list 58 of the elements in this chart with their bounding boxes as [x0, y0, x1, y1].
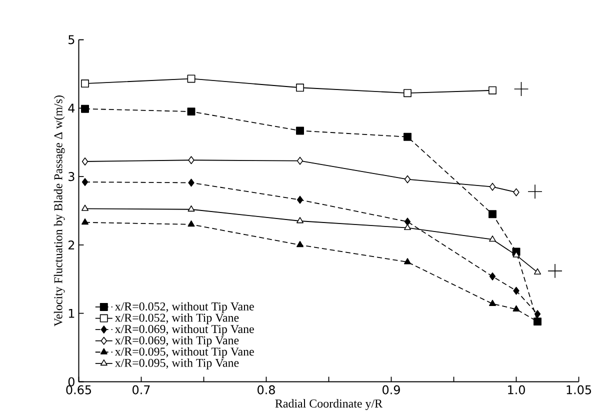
point [404, 132, 412, 141]
x-tick-label: 1.0 [508, 385, 525, 394]
point [528, 184, 542, 199]
point [489, 235, 496, 242]
point [513, 188, 520, 196]
y-tick-label: 3 [68, 172, 74, 182]
legend-label: x/R=0.095, without Tip Vane [114, 347, 254, 358]
point [82, 158, 88, 166]
y-tick-label: 0 [68, 377, 74, 386]
point [534, 310, 541, 318]
point [296, 196, 304, 204]
y-tick-label: 1 [68, 308, 74, 318]
point [296, 217, 304, 224]
point [488, 86, 496, 94]
legend-label: x/R=0.052, without Tip Vane [114, 302, 254, 313]
point [489, 182, 496, 191]
point [404, 224, 412, 230]
point [488, 210, 496, 218]
x-axis-title: Radial Coordinate y/R [275, 399, 383, 410]
point [534, 268, 542, 274]
point [81, 80, 89, 88]
point [513, 286, 520, 295]
point [82, 178, 88, 186]
point [514, 82, 529, 96]
point [296, 156, 304, 165]
point [187, 108, 196, 116]
y-tick-label: 5 [68, 35, 74, 44]
legend-label: x/R=0.069, without Tip Vane [114, 324, 254, 336]
point [548, 264, 562, 278]
legend-label: x/R=0.069, with Tip Vane [114, 336, 239, 347]
point [489, 300, 496, 306]
point [296, 84, 304, 92]
point [188, 178, 194, 187]
legend-label: x/R=0.095, with Tip Vane [114, 358, 239, 370]
x-tick-label: 1.05 [566, 385, 592, 394]
point [512, 305, 520, 312]
point [404, 218, 411, 226]
point [82, 204, 89, 211]
y-axis-title: Velocity Fluctuation by Blade Passage Δ w(m/s) [54, 96, 65, 326]
point [188, 205, 195, 212]
point [188, 220, 195, 227]
point [296, 240, 304, 248]
x-tick-label: 0.65 [66, 385, 92, 394]
point [187, 74, 196, 83]
y-tick-label: 4 [68, 104, 75, 113]
point [81, 104, 89, 113]
point [82, 218, 89, 225]
point [188, 156, 194, 164]
y-tick-label: 2 [68, 240, 74, 250]
point [296, 126, 304, 135]
x-tick-label: 0.7 [132, 385, 150, 394]
point [404, 89, 412, 98]
point [404, 175, 411, 184]
x-tick-label: 0.8 [258, 385, 275, 394]
x-tick-label: 0.9 [382, 385, 400, 394]
point [404, 258, 412, 264]
point [489, 272, 496, 280]
legend-label: x/R=0.052, with Tip Vane [114, 313, 239, 324]
